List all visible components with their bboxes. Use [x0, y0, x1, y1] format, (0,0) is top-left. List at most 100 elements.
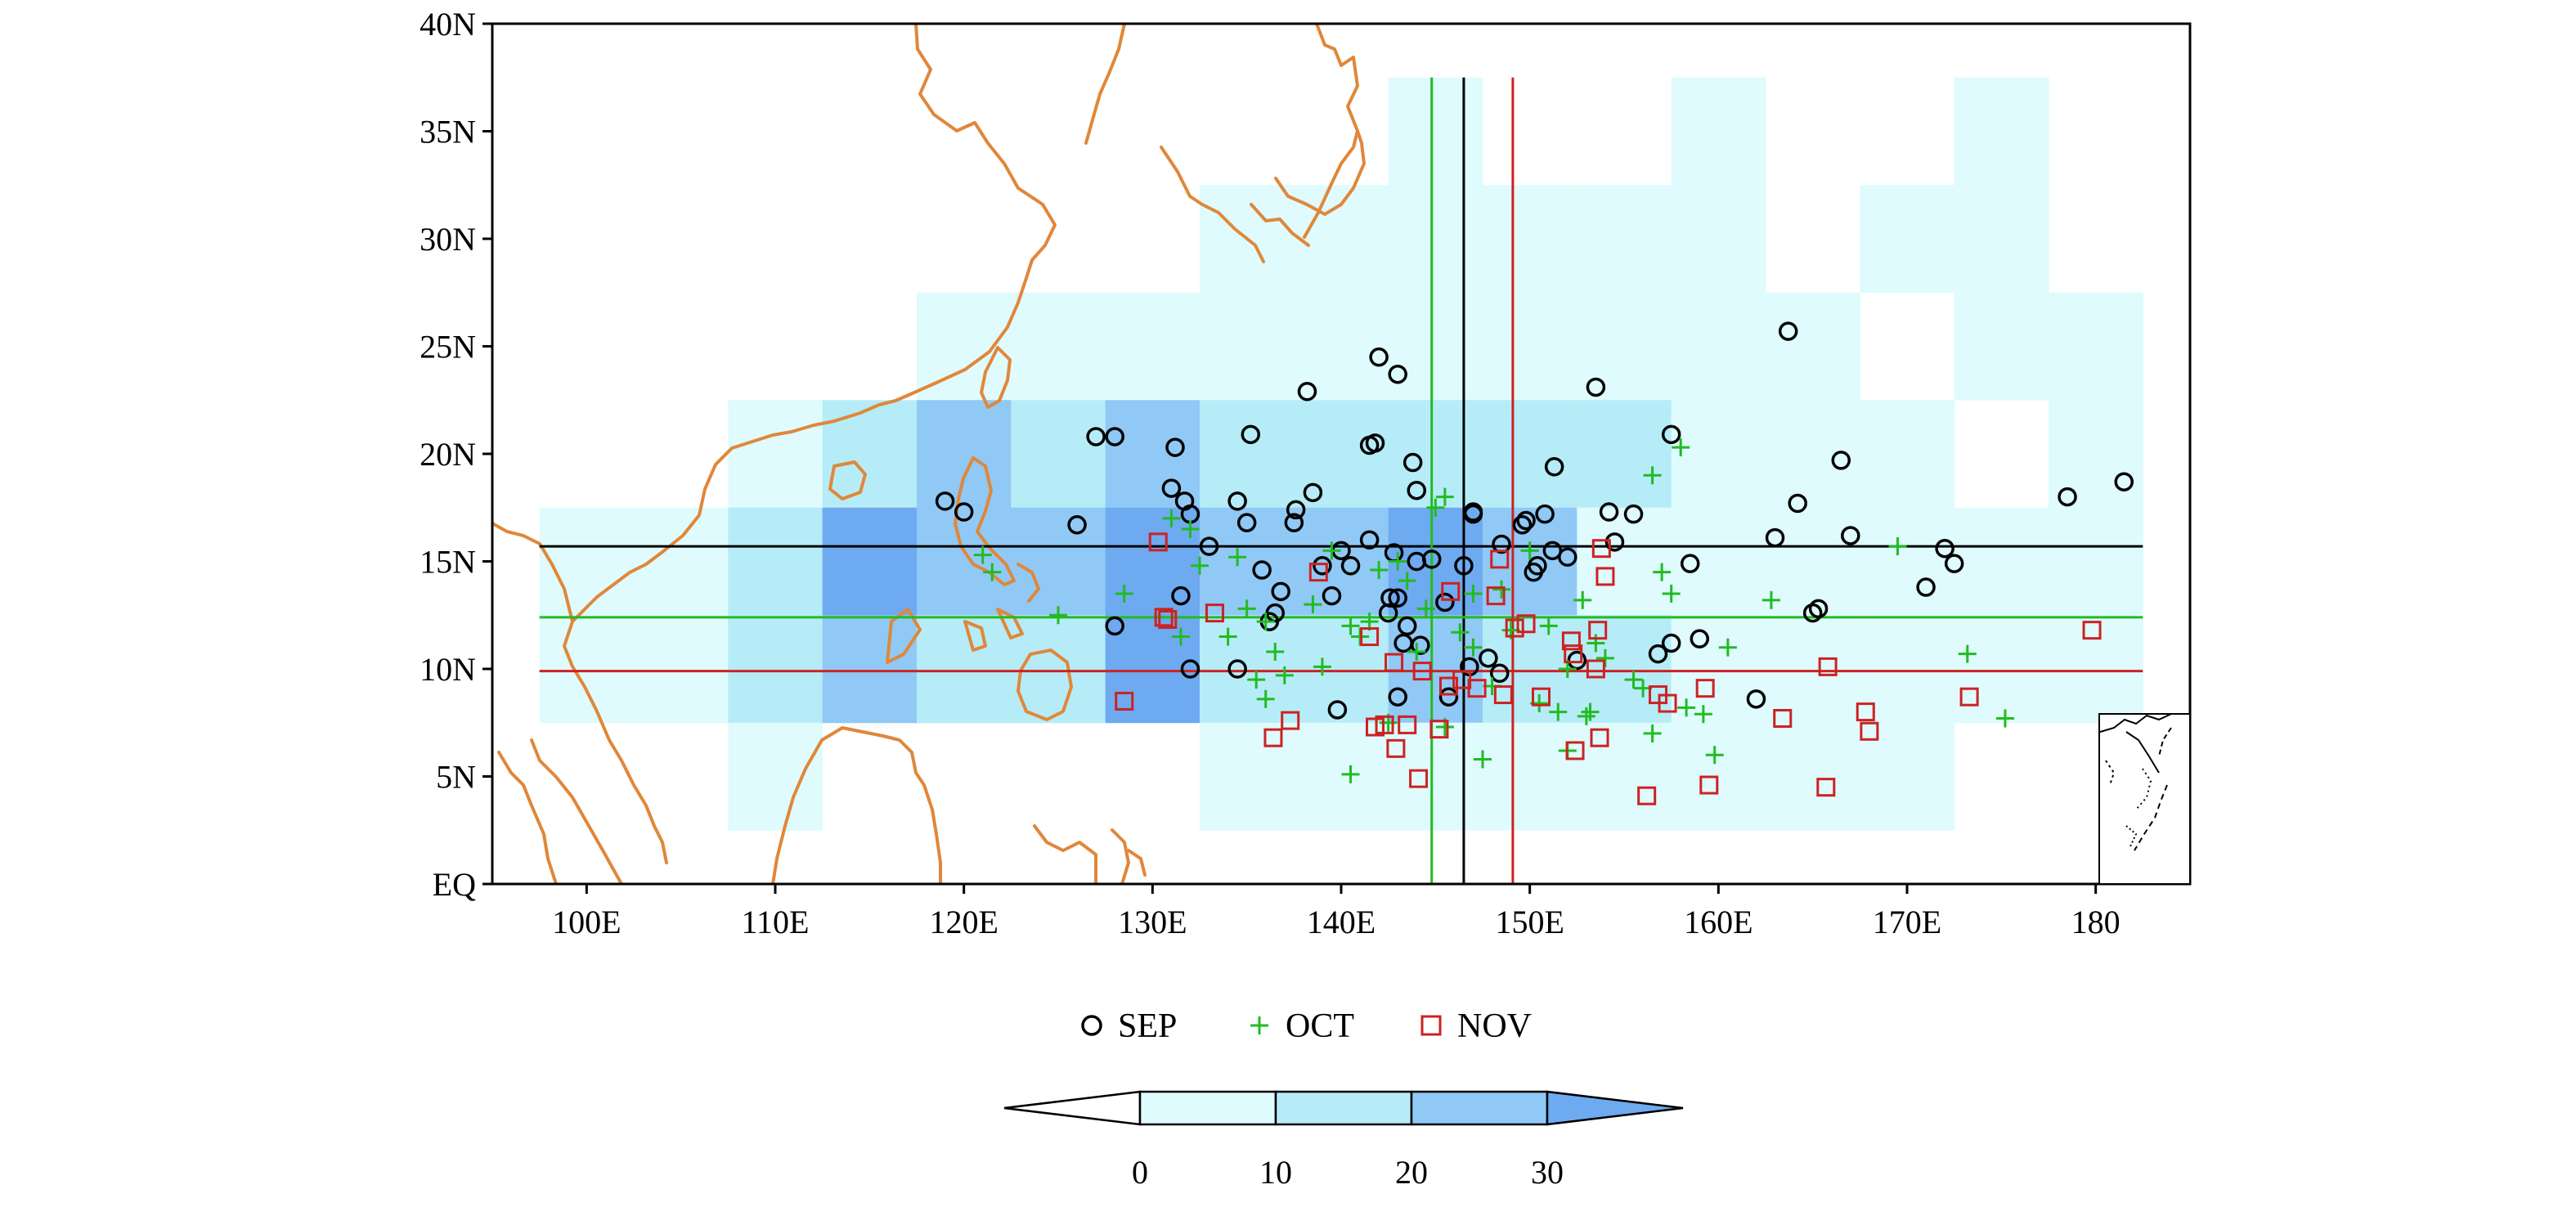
- point-oct: [1761, 590, 1780, 609]
- point-oct: [1435, 487, 1454, 506]
- point-oct: [1370, 561, 1389, 580]
- point-sep: [1454, 556, 1474, 576]
- point-oct: [1275, 666, 1294, 684]
- grid-cell: [1671, 77, 1766, 186]
- grid-cell: [1388, 722, 1483, 831]
- point-sep: [1463, 504, 1483, 524]
- point-sep: [1369, 347, 1389, 367]
- point-oct: [1549, 702, 1568, 721]
- grid-cell: [1011, 507, 1106, 616]
- point-nov: [1441, 581, 1461, 601]
- point-nov: [1590, 728, 1609, 747]
- y-tick-label: 5N: [436, 759, 476, 796]
- grid-cell: [1577, 400, 1672, 509]
- grid-cell: [728, 400, 824, 509]
- point-oct: [1341, 617, 1360, 635]
- point-nov: [1505, 618, 1524, 638]
- point-oct: [1322, 541, 1341, 560]
- point-sep: [1421, 550, 1442, 569]
- grid-cell: [1483, 185, 1577, 294]
- colorbar-label: 0: [1132, 1154, 1148, 1191]
- point-sep: [1535, 504, 1555, 524]
- point-oct: [1624, 671, 1643, 689]
- point-oct: [1662, 584, 1681, 603]
- grid-cell: [1294, 400, 1389, 509]
- point-oct: [1304, 595, 1322, 614]
- grid-cell: [1860, 185, 1955, 294]
- point-sep: [1935, 538, 1954, 559]
- point-nov: [1158, 610, 1178, 630]
- point-nov: [1154, 608, 1174, 627]
- grid-cell: [1200, 722, 1295, 831]
- point-nov: [1564, 644, 1583, 664]
- point-sep: [1359, 530, 1380, 550]
- point-nov: [1438, 676, 1458, 696]
- grid-cell: [1294, 722, 1389, 831]
- point-nov: [1429, 720, 1449, 739]
- point-oct: [1520, 541, 1539, 560]
- grid-cell: [728, 507, 824, 616]
- point-nov: [1658, 693, 1677, 713]
- grid-cell: [1766, 292, 1860, 401]
- point-sep: [1411, 635, 1430, 655]
- point-oct: [1049, 606, 1067, 625]
- point-sep: [1105, 427, 1124, 446]
- point-oct: [1595, 648, 1614, 667]
- point-oct: [1958, 644, 1977, 663]
- point-nov: [1699, 775, 1719, 795]
- grid-cell: [634, 615, 729, 724]
- point-sep: [1388, 687, 1407, 707]
- grid-cell: [1577, 615, 1672, 724]
- grid-cell: [1577, 185, 1672, 294]
- x-tick-label: 180: [2071, 904, 2120, 940]
- point-sep: [1313, 556, 1332, 576]
- point-sep: [1303, 482, 1323, 503]
- grid-cell: [1860, 615, 1955, 724]
- point-nov: [1860, 721, 1879, 741]
- point-sep: [935, 491, 955, 511]
- grid-cell: [1294, 185, 1389, 294]
- point-nov: [1486, 586, 1506, 606]
- point-oct: [1464, 638, 1483, 657]
- grid-cell: [1766, 722, 1860, 831]
- point-oct: [983, 563, 1002, 581]
- point-sep: [1648, 644, 1668, 664]
- legend-label-nov: NOV: [1457, 1007, 1532, 1045]
- point-sep: [1252, 560, 1272, 580]
- point-oct: [1398, 572, 1416, 590]
- point-oct: [1995, 709, 2014, 728]
- point-sep: [1492, 534, 1511, 554]
- point-nov: [1360, 627, 1380, 647]
- point-sep: [1397, 616, 1417, 636]
- point-nov: [2082, 621, 2102, 640]
- point-sep: [1599, 502, 1619, 522]
- point-oct: [1474, 750, 1492, 769]
- point-sep: [1680, 554, 1700, 573]
- point-sep: [1544, 457, 1564, 477]
- point-oct: [1426, 498, 1445, 517]
- point-sep: [1067, 515, 1087, 535]
- colorbar: 0 10 20 30: [1003, 1090, 1684, 1191]
- point-oct: [1573, 590, 1592, 609]
- point-oct: [1256, 689, 1275, 708]
- grid-cell: [822, 615, 918, 724]
- point-sep: [1516, 510, 1536, 531]
- point-oct: [1407, 642, 1426, 661]
- point-nov: [1115, 691, 1134, 711]
- colorbar-label: 30: [1531, 1154, 1564, 1191]
- mean-lines: [539, 77, 2143, 884]
- point-nov: [1516, 614, 1536, 634]
- point-sep: [1586, 377, 1606, 397]
- y-tick-label: 10N: [420, 651, 476, 688]
- colorbar-segment: [1138, 1090, 1277, 1126]
- point-nov: [1816, 778, 1836, 797]
- point-sep: [1567, 650, 1587, 671]
- grid-cell: [1954, 77, 2049, 186]
- point-nov: [1856, 702, 1875, 722]
- point-sep: [1388, 364, 1407, 384]
- grid-cell: [1011, 292, 1106, 401]
- point-sep: [1171, 586, 1191, 606]
- point-sep: [1265, 603, 1286, 623]
- grid-cell: [1577, 722, 1672, 831]
- grid-cell: [2049, 615, 2143, 724]
